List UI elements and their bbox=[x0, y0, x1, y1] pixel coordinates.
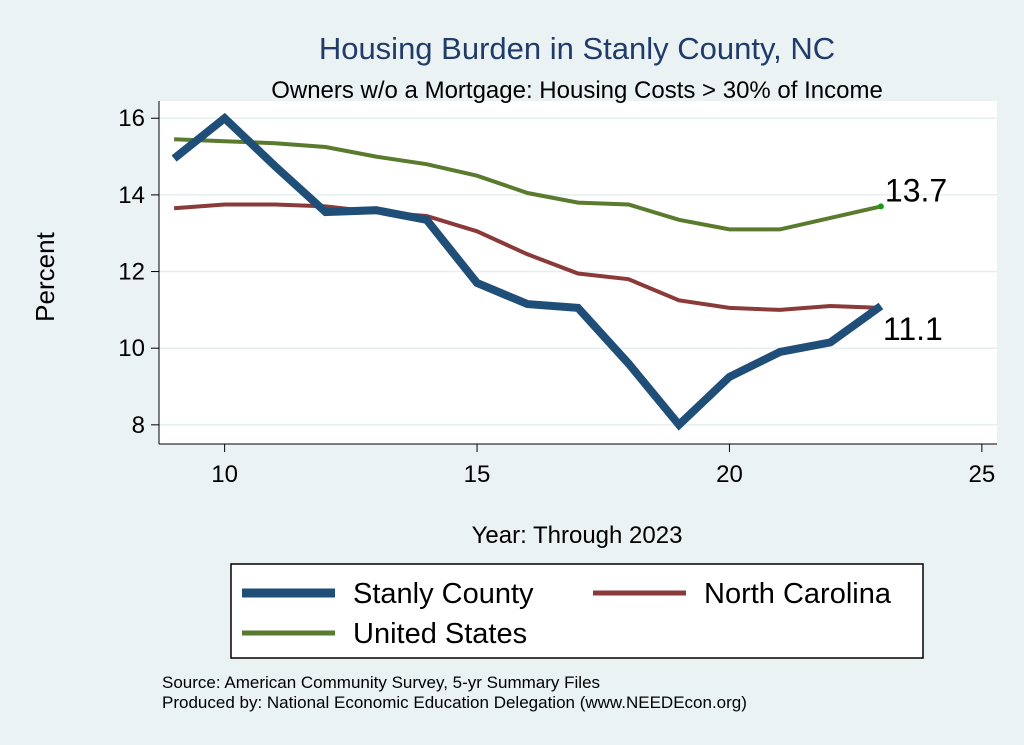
end-value-label: 13.7 bbox=[885, 172, 947, 208]
legend-label-united-states: United States bbox=[353, 618, 527, 650]
y-tick-label: 14 bbox=[118, 182, 145, 209]
series-line-north-carolina bbox=[173, 202, 881, 312]
end-value-label: 11.1 bbox=[883, 311, 943, 347]
y-tick-label: 8 bbox=[132, 412, 145, 439]
x-axis-label: Year: Through 2023 bbox=[472, 522, 683, 549]
y-tick-label: 12 bbox=[118, 259, 145, 286]
x-tick-label: 25 bbox=[969, 461, 996, 488]
producer-note: Produced by: National Economic Education… bbox=[162, 693, 747, 712]
series-line-stanly-county bbox=[171, 112, 884, 431]
x-tick-label: 15 bbox=[464, 461, 491, 488]
y-ticks: 8 10 12 14 16 bbox=[118, 105, 159, 439]
series-lines bbox=[171, 112, 884, 431]
y-tick-label: 10 bbox=[118, 335, 145, 362]
legend-label-north-carolina: North Carolina bbox=[704, 578, 892, 610]
chart-title: Housing Burden in Stanly County, NC bbox=[319, 31, 835, 66]
y-axis-label: Percent bbox=[30, 231, 60, 321]
chart-subtitle: Owners w/o a Mortgage: Housing Costs > 3… bbox=[271, 77, 883, 104]
series-line-united-states bbox=[174, 137, 882, 232]
x-ticks: 10 15 20 25 bbox=[211, 444, 995, 488]
series-end-marker bbox=[877, 203, 884, 210]
y-tick-label: 16 bbox=[118, 105, 145, 132]
annotations: 13.7 11.1 bbox=[883, 172, 947, 347]
legend-label-stanly-county: Stanly County bbox=[353, 578, 534, 610]
x-tick-label: 20 bbox=[716, 461, 743, 488]
x-tick-label: 10 bbox=[211, 461, 238, 488]
legend-box bbox=[230, 563, 924, 659]
legend: Stanly County North Carolina United States bbox=[242, 578, 892, 650]
source-note: Source: American Community Survey, 5-yr … bbox=[162, 673, 600, 692]
